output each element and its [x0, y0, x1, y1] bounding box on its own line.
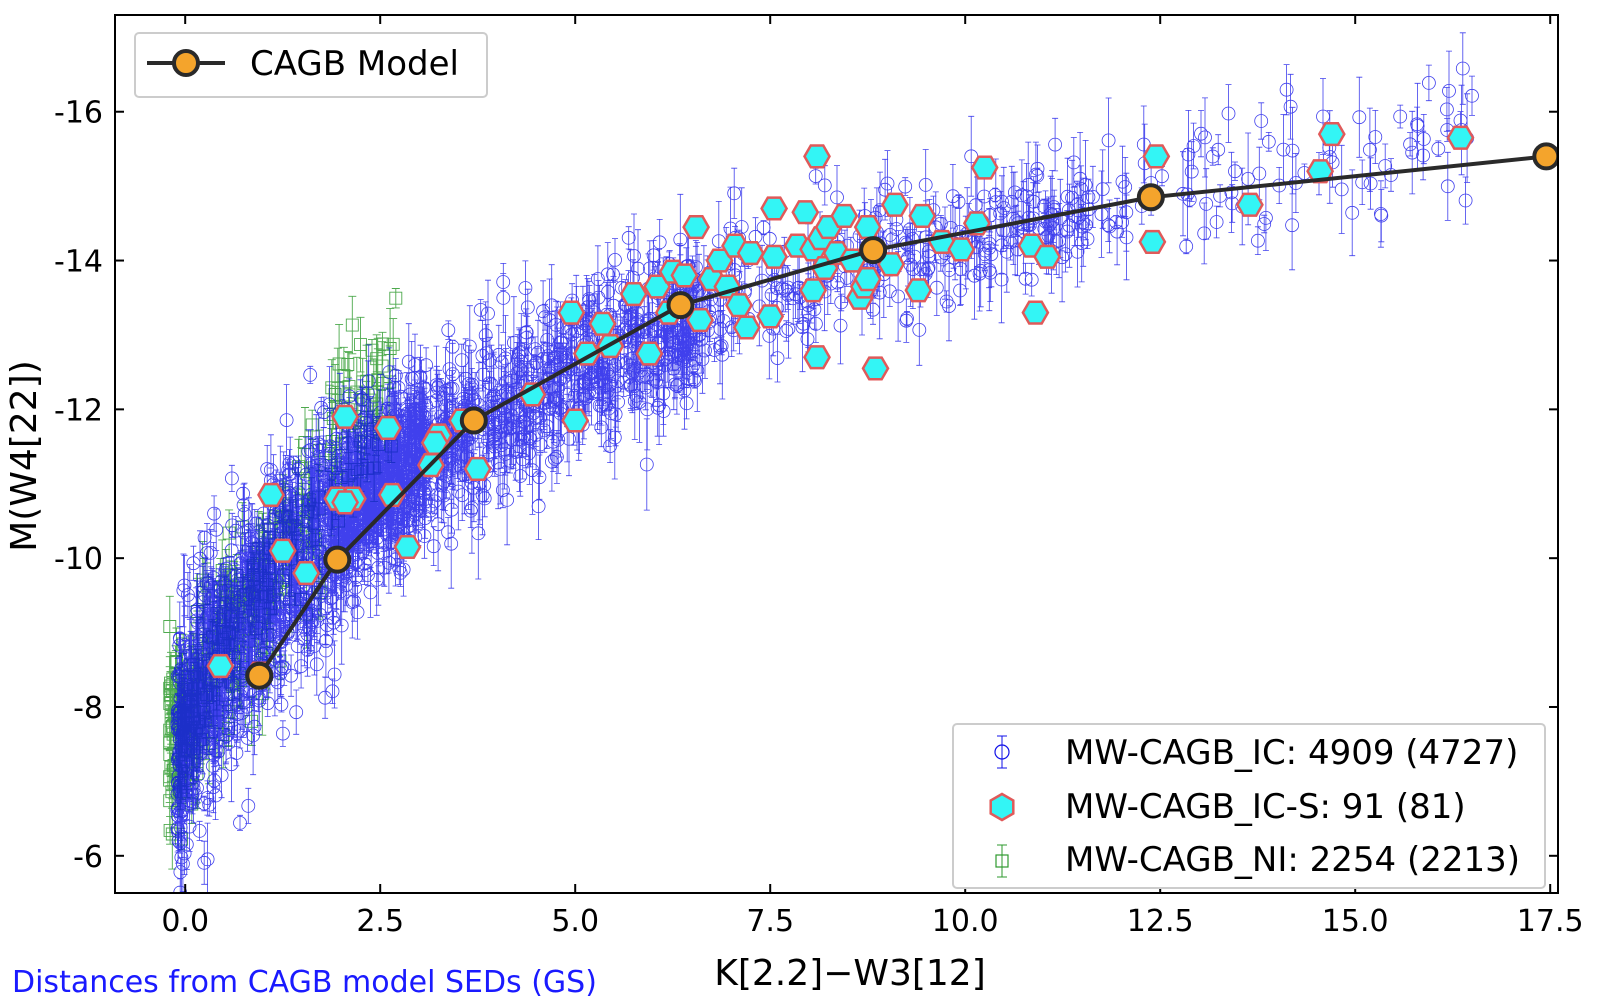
x-axis: 0.0 2.5 5.0 7.5 10.0 12.5 15.0 17.5 [161, 15, 1584, 939]
model-point [859, 236, 888, 265]
x-tick-label: 17.5 [1517, 904, 1584, 939]
ic-s-point [947, 237, 976, 262]
ic-s-point [861, 356, 890, 381]
ic-s-point [420, 430, 449, 455]
ic-s-point [292, 560, 321, 586]
legend-bottom-right-frame [952, 723, 1546, 889]
ic-s-point [881, 192, 909, 217]
y-tick-label: -10 [54, 542, 103, 577]
ic-s-point [635, 341, 664, 366]
ic-s-point [908, 203, 937, 228]
ic-s-point [643, 274, 672, 299]
ic-s-point [1317, 121, 1346, 147]
ic-s-point [799, 278, 828, 303]
model-point [245, 661, 274, 690]
ic-s-point [206, 653, 235, 679]
x-tick-label: 15.0 [1322, 904, 1389, 939]
ic-s-point [791, 200, 820, 225]
legend-model-marker-swatch [172, 49, 200, 77]
ic-s-point [682, 214, 711, 240]
ic-s-point [830, 203, 859, 228]
ic-s-point [725, 293, 753, 318]
x-tick-label: 12.5 [1127, 904, 1194, 939]
ic-s-point [561, 408, 590, 433]
y-tick-label: -6 [73, 840, 103, 875]
legend-ic-label: MW-CAGB_IC: 4909 (4727) [1065, 733, 1518, 773]
legend-ni-swatch [995, 844, 1009, 878]
footnote: Distances from CAGB model SEDs (GS) [12, 965, 597, 1000]
y-axis: -6 -8 -10 -12 -14 -16 [54, 96, 1558, 875]
model-point [1532, 142, 1558, 171]
plot-frame [114, 14, 1559, 894]
ic-s-point [803, 345, 831, 370]
x-axis-label: K[2.2]−W3[12] [714, 953, 986, 994]
legend-top-left-frame [134, 32, 488, 98]
plot-area: 0.0 2.5 5.0 7.5 10.0 12.5 15.0 17.5 -6-8-10-12-… [54, 14, 1584, 939]
legend-ic-s-label: MW-CAGB_IC-S: 91 (81) [1065, 787, 1466, 827]
ic-s-point [705, 248, 734, 273]
ic-s-point [1235, 192, 1264, 217]
ic-s-point [670, 263, 699, 288]
ic-s-point [732, 315, 761, 340]
ic-s-point [853, 267, 882, 292]
legend-ni-label: MW-CAGB_NI: 2254 (2213) [1065, 840, 1520, 880]
y-axis-label: M(W4[22]) [4, 360, 45, 552]
ic-s-point [557, 300, 586, 325]
ic-s-point [463, 456, 492, 481]
model-point [459, 406, 488, 435]
ic-s-point [518, 382, 547, 407]
ic-s-point [268, 538, 297, 563]
ic-s-point [760, 196, 789, 221]
ic-s-point [1138, 229, 1167, 255]
ic-s-point [1033, 244, 1062, 269]
ic-s-point [853, 214, 882, 240]
y-tick-label: -12 [54, 393, 103, 428]
legend-ic-swatch [994, 735, 1010, 769]
model-point [1136, 183, 1165, 212]
ic-s-point [331, 490, 360, 515]
ic-s-point [257, 482, 285, 507]
ic-s-point [1021, 300, 1050, 325]
series-mw-cagb-ic-s [206, 121, 1475, 686]
legend-top-left: CAGB Model [134, 32, 488, 98]
ic-s-point [803, 144, 831, 169]
legend-model-label: CAGB Model [250, 44, 459, 84]
y-tick-label: -8 [73, 691, 103, 726]
ic-s-point [756, 304, 785, 329]
legend-ic-s-swatch [989, 792, 1015, 822]
y-tick-label: -14 [54, 245, 103, 280]
ic-s-point [970, 155, 999, 180]
ic-s-point [760, 244, 789, 269]
series-cagb-model [245, 142, 1558, 690]
ic-s-point [331, 404, 360, 429]
ic-s-point [1142, 144, 1171, 169]
x-tick-label: 7.5 [746, 904, 794, 939]
x-tick-label: 5.0 [551, 904, 599, 939]
ic-s-point [619, 281, 648, 307]
x-tick-label: 0.0 [161, 904, 209, 939]
ic-s-point [374, 415, 402, 441]
ic-s-point [393, 534, 422, 560]
model-point [323, 545, 352, 574]
ic-s-point [736, 241, 765, 266]
x-tick-label: 2.5 [356, 904, 404, 939]
model-point [666, 291, 695, 320]
data-layer [163, 32, 1558, 893]
legend-bottom-right: MW-CAGB_IC: 4909 (4727) MW-CAGB_IC-S: 91… [952, 723, 1546, 889]
y-tick-label: -16 [54, 96, 103, 131]
ic-s-point [904, 278, 933, 303]
ic-s-point [1446, 125, 1475, 150]
x-tick-label: 10.0 [932, 904, 999, 939]
ic-s-point [588, 311, 617, 336]
